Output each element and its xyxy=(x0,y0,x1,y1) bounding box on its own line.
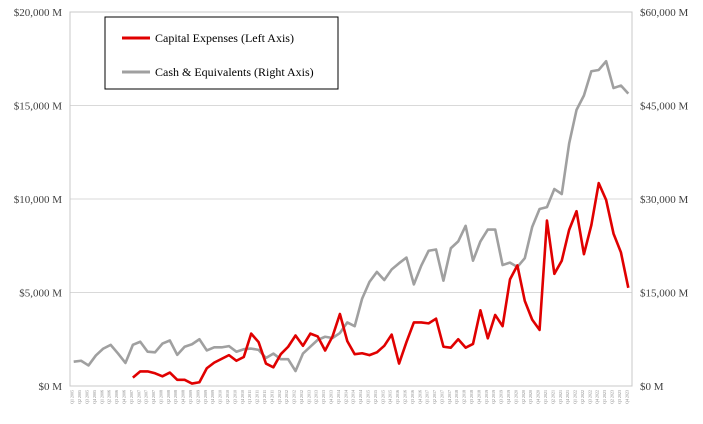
x-axis-tick-label: Q1 2012 xyxy=(277,390,282,404)
x-axis-tick-label: Q4 2017 xyxy=(447,390,452,404)
series-line-cash-and-equivalents xyxy=(73,59,630,373)
x-axis-tick-label: Q3 2017 xyxy=(439,390,444,404)
x-axis-tick-label: Q1 2023 xyxy=(602,390,607,404)
x-axis-tick-label: Q3 2007 xyxy=(144,390,149,404)
x-axis-tick-label: Q2 2007 xyxy=(136,390,141,404)
x-axis-tick-label: Q1 2021 xyxy=(543,390,548,404)
x-axis-tick-label: Q1 2015 xyxy=(365,390,370,404)
x-axis-tick-label: Q1 2019 xyxy=(484,390,489,404)
x-axis-tick-label: Q3 2011 xyxy=(262,390,267,404)
x-axis-tick-label: Q1 2011 xyxy=(247,390,252,404)
x-axis-tick-label: Q3 2023 xyxy=(617,390,622,404)
left-axis-tick-label: $5,000 M xyxy=(19,288,62,300)
x-axis-tick-label: Q3 2019 xyxy=(499,390,504,404)
x-axis-tick-label: Q4 2013 xyxy=(329,390,334,404)
series-line-capital-expenses xyxy=(132,181,630,385)
x-axis-tick-label: Q2 2021 xyxy=(550,390,555,404)
x-axis-tick-label: Q4 2020 xyxy=(536,390,541,404)
x-axis-tick-label: Q1 2009 xyxy=(188,390,193,404)
x-axis-tick-label: Q2 2023 xyxy=(610,390,615,404)
x-axis-tick-label: Q2 2006 xyxy=(107,390,112,404)
left-axis-tick-label: $20,000 M xyxy=(14,7,63,19)
x-axis-tick-label: Q2 2019 xyxy=(491,390,496,404)
x-axis-tick-label: Q1 2022 xyxy=(573,390,578,404)
x-axis-tick-label: Q4 2005 xyxy=(92,390,97,404)
x-axis-tick-label: Q4 2022 xyxy=(595,390,600,404)
x-axis-tick-label: Q2 2015 xyxy=(373,390,378,404)
x-axis-tick-label: Q3 2020 xyxy=(528,390,533,404)
x-axis-tick-label: Q3 2013 xyxy=(321,390,326,404)
x-axis-tick-label: Q3 2006 xyxy=(114,390,119,404)
x-axis-tick-label: Q2 2014 xyxy=(343,390,348,404)
right-axis-tick-label: $15,000 M xyxy=(640,288,689,300)
x-axis-tick-label: Q2 2005 xyxy=(77,390,82,404)
x-axis-tick-label: Q3 2008 xyxy=(173,390,178,404)
right-axis-tick-label: $45,000 M xyxy=(640,101,689,113)
x-axis-tick-label: Q2 2008 xyxy=(166,390,171,404)
x-axis-tick-label: Q3 2015 xyxy=(380,390,385,404)
legend-label-cash-and-equivalents: Cash & Equivalents (Right Axis) xyxy=(155,65,314,79)
x-axis-tick-label: Q2 2012 xyxy=(284,390,289,404)
x-axis-tick-label: Q4 2006 xyxy=(121,390,126,404)
x-axis-tick-label: Q4 2012 xyxy=(299,390,304,404)
x-axis-tick-label: Q4 2019 xyxy=(506,390,511,404)
x-axis-tick-label: Q2 2010 xyxy=(225,390,230,404)
x-axis-tick-label: Q3 2018 xyxy=(469,390,474,404)
x-axis-tick-label: Q4 2023 xyxy=(624,390,629,404)
right-axis-tick-label: $30,000 M xyxy=(640,194,689,206)
left-axis-tick-label: $15,000 M xyxy=(14,101,63,113)
x-axis-tick-label: Q1 2007 xyxy=(129,390,134,404)
x-axis-tick-label: Q3 2009 xyxy=(203,390,208,404)
x-axis-tick-label: Q2 2018 xyxy=(462,390,467,404)
x-axis-tick-label: Q1 2013 xyxy=(306,390,311,404)
x-axis-tick-label: Q2 2020 xyxy=(521,390,526,404)
right-axis-tick-label: $0 M xyxy=(640,381,664,393)
x-axis-tick-label: Q1 2020 xyxy=(513,390,518,404)
x-axis-tick-label: Q4 2007 xyxy=(151,390,156,404)
x-axis-tick-label: Q1 2016 xyxy=(395,390,400,404)
right-axis-ticks: $0 M $15,000 M $30,000 M $45,000 M $60,000 M xyxy=(640,7,689,393)
x-axis-tick-label: Q4 2011 xyxy=(269,390,274,404)
x-axis-tick-label: Q4 2018 xyxy=(476,390,481,404)
legend: Capital Expenses (Left Axis) Cash & Equi… xyxy=(104,16,339,90)
left-axis-tick-label: $10,000 M xyxy=(14,194,63,206)
x-axis-tick-label: Q4 2009 xyxy=(210,390,215,404)
x-axis-tick-label: Q1 2005 xyxy=(70,390,75,404)
x-axis-tick-label: Q2 2022 xyxy=(580,390,585,404)
x-axis-tick-label: Q4 2021 xyxy=(565,390,570,404)
x-axis-tick-label: Q3 2022 xyxy=(587,390,592,404)
left-axis-ticks: $0 M $5,000 M $10,000 M $15,000 M $20,000 M xyxy=(14,7,63,393)
left-axis-tick-label: $0 M xyxy=(38,381,62,393)
x-axis-tick-label: Q3 2005 xyxy=(84,390,89,404)
x-axis-tick-label: Q2 2009 xyxy=(195,390,200,404)
x-axis-tick-label: Q4 2015 xyxy=(388,390,393,404)
legend-label-capital-expenses: Capital Expenses (Left Axis) xyxy=(155,31,294,45)
right-axis-tick-label: $60,000 M xyxy=(640,7,689,19)
x-axis-tick-label: Q3 2014 xyxy=(351,390,356,404)
x-axis-tick-label: Q4 2016 xyxy=(417,390,422,404)
x-axis-tick-label: Q2 2016 xyxy=(402,390,407,404)
x-axis-tick-label: Q1 2008 xyxy=(158,390,163,404)
legend-box xyxy=(104,16,339,90)
x-axis-tick-label: Q1 2017 xyxy=(425,390,430,404)
x-axis-tick-label: Q1 2010 xyxy=(218,390,223,404)
x-axis-tick-label: Q4 2014 xyxy=(358,390,363,404)
x-axis-tick-label: Q3 2012 xyxy=(292,390,297,404)
plot-area-border xyxy=(69,11,633,387)
x-axis-tick-label: Q3 2021 xyxy=(558,390,563,404)
x-axis-tick-label: Q4 2008 xyxy=(181,390,186,404)
x-axis-tick-label: Q3 2010 xyxy=(232,390,237,404)
x-axis-tick-label: Q2 2017 xyxy=(432,390,437,404)
x-axis-tick-label: Q1 2014 xyxy=(336,390,341,404)
x-axis-tick-label: Q1 2006 xyxy=(99,390,104,404)
x-axis-tick-label: Q4 2010 xyxy=(240,390,245,404)
x-axis-tick-label: Q1 2018 xyxy=(454,390,459,404)
x-axis-tick-label: Q3 2016 xyxy=(410,390,415,404)
x-axis-tick-label: Q2 2013 xyxy=(314,390,319,404)
x-axis-ticks: Q1 2005 Q2 2005 Q3 2005 Q4 2005 Q1 2006 Q2 20… xyxy=(70,390,630,404)
x-axis-tick-label: Q2 2011 xyxy=(255,390,260,404)
